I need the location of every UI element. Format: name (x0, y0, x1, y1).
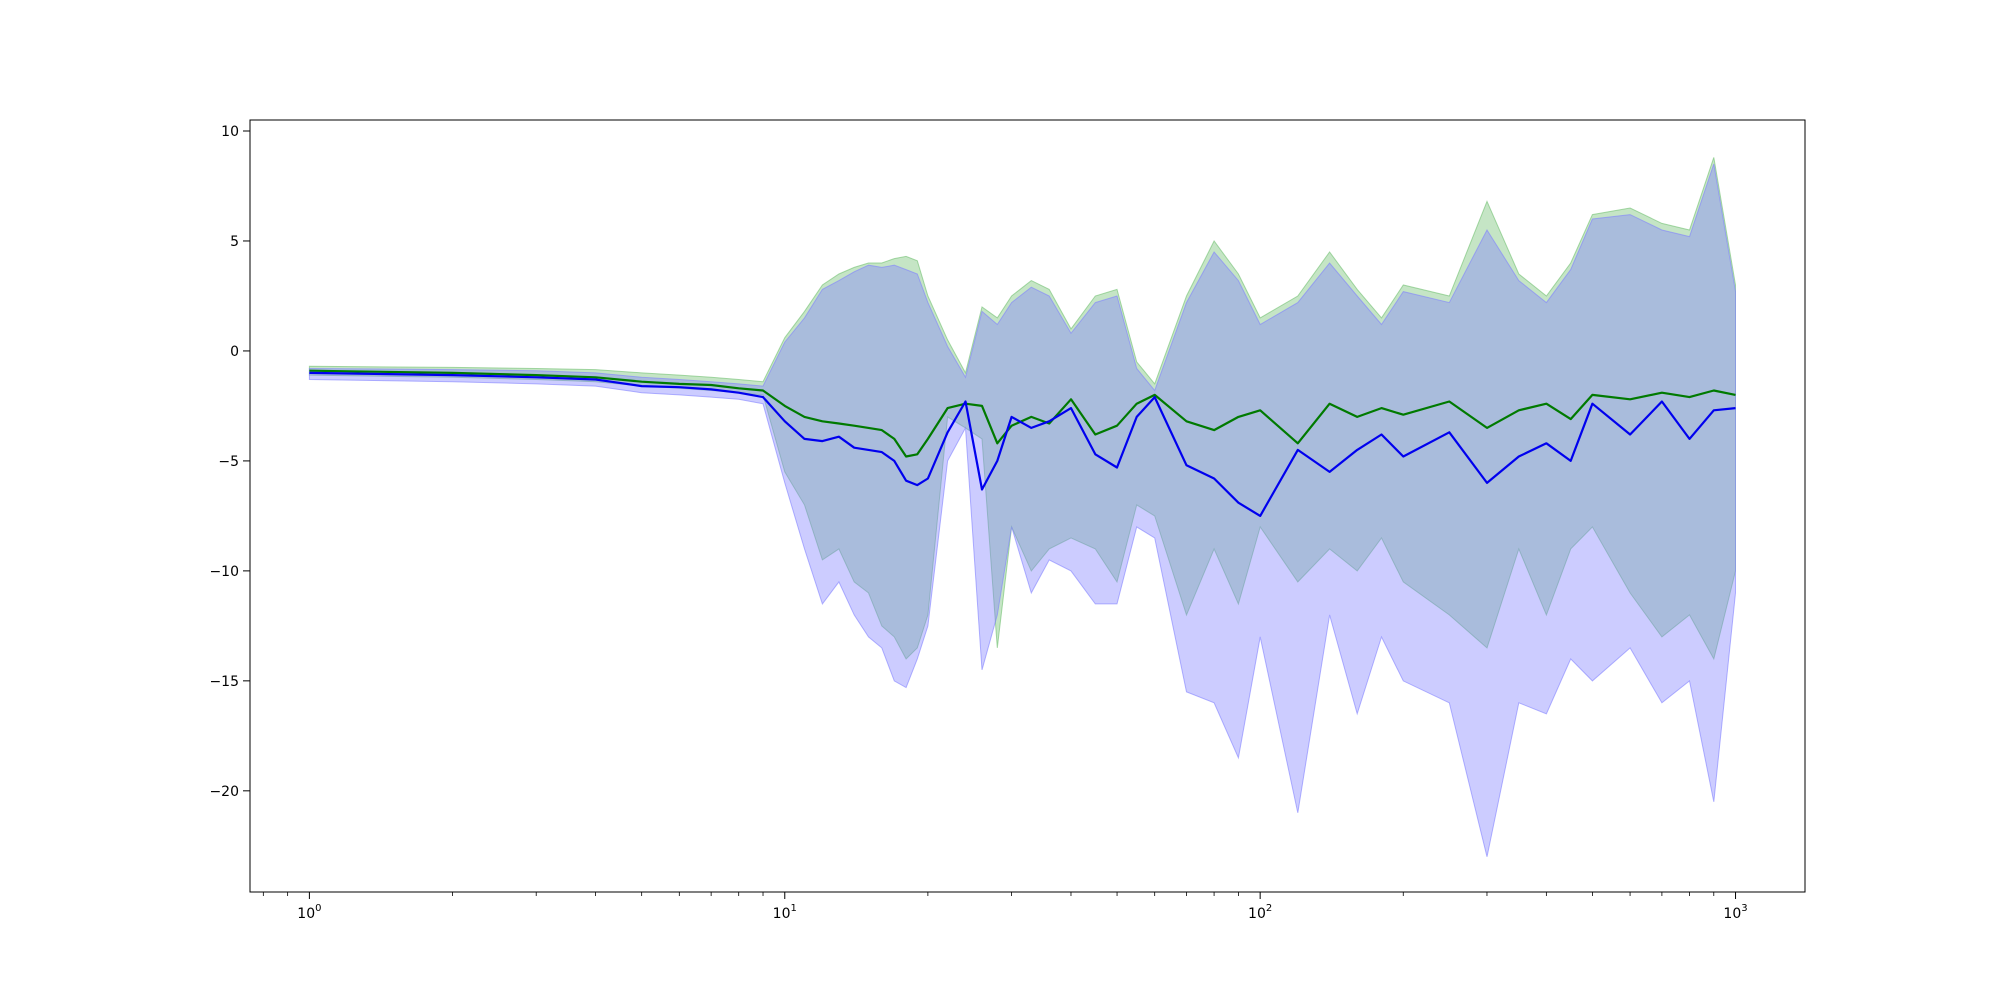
plot-frame (249, 119, 1806, 893)
x-tick-label-1: 101 (773, 903, 797, 922)
y-tick-label-4: −10 (209, 564, 239, 580)
x-tick-label-3: 103 (1723, 903, 1747, 922)
y-tick-label-3: −5 (218, 454, 239, 470)
y-tick-label-1: 5 (230, 234, 239, 250)
y-tick-label-6: −20 (209, 784, 239, 800)
x-tick-label-0: 100 (297, 903, 321, 922)
y-axis: 10 5 0 −5 −10 −15 −20 (209, 124, 250, 800)
y-tick-label-2: 0 (230, 344, 239, 360)
line-series-0 (309, 369, 1736, 458)
series-lines (309, 369, 1736, 517)
confidence-bands (308, 157, 1736, 857)
band-series-1 (308, 163, 1736, 857)
y-tick-label-5: −15 (209, 674, 239, 690)
y-tick-label-0: 10 (221, 124, 239, 140)
x-axis: 100 101 102 103 (262, 892, 1748, 922)
line-series-1 (309, 371, 1736, 517)
x-tick-label-2: 102 (1248, 903, 1272, 922)
